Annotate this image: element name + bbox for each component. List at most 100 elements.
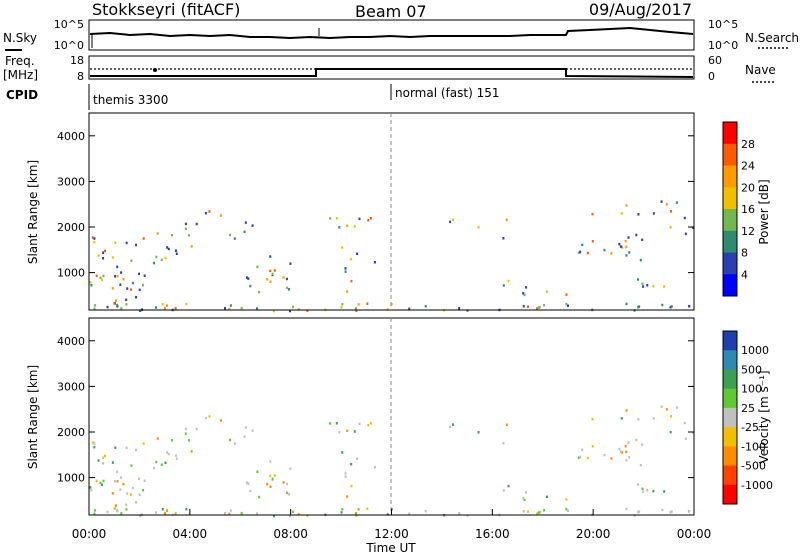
- power-cell: [154, 306, 157, 309]
- velocity-cell: [624, 444, 627, 448]
- velocity-cell: [233, 442, 236, 445]
- velocity-cell: [285, 482, 288, 486]
- power-cell: [507, 279, 510, 283]
- noise-left-tick-bottom: 10^0: [54, 39, 84, 52]
- velocity-cell: [116, 480, 119, 483]
- power-cell: [138, 272, 141, 276]
- freq-left-tick-top: 18: [70, 54, 84, 67]
- velocity-cell: [165, 509, 168, 512]
- power-colorbar-tick: 28: [741, 138, 755, 151]
- velocity-cell: [591, 445, 594, 448]
- velocity-cell: [139, 514, 142, 517]
- power-cell: [204, 211, 207, 215]
- power-cell: [163, 306, 166, 310]
- velocity-cell: [346, 429, 349, 433]
- freq-label-line2: [MHz]: [3, 68, 38, 82]
- power-cell: [581, 243, 584, 247]
- velocity-colorbar: 1000 500 100 25 -25 -100 -500 -1000: [722, 330, 773, 505]
- power-cell: [174, 307, 177, 310]
- power-cell: [164, 256, 167, 260]
- power-cell: [638, 305, 641, 308]
- velocity-cell: [507, 484, 510, 488]
- velocity-cell: [289, 514, 292, 518]
- velocity-cell: [660, 405, 663, 408]
- velocity-cell: [102, 479, 105, 483]
- velocity-cell: [692, 431, 695, 434]
- power-cell: [684, 232, 687, 236]
- velocity-cell: [338, 431, 341, 434]
- velocity-cell: [637, 418, 640, 421]
- power-cell: [125, 303, 128, 306]
- velocity-cell: [683, 421, 686, 425]
- power-cell: [97, 254, 100, 257]
- velocity-cell: [565, 507, 568, 511]
- velocity-cell: [163, 511, 166, 515]
- freq-trace: [90, 68, 694, 78]
- velocity-cell: [449, 425, 452, 429]
- velocity-cell: [115, 504, 118, 507]
- velocity-cell: [185, 507, 188, 511]
- velocity-cell: [135, 501, 138, 504]
- power-cell: [269, 280, 272, 284]
- power-cell: [346, 290, 349, 293]
- power-cell: [579, 250, 582, 254]
- power-cell: [335, 217, 338, 220]
- power-colorbar-tick: 12: [741, 225, 755, 238]
- power-cell: [161, 303, 164, 306]
- power-cell: [340, 306, 343, 309]
- velocity-cell: [358, 422, 361, 426]
- power-cell: [99, 276, 102, 280]
- power-cell: [452, 218, 455, 221]
- power-cell: [625, 204, 628, 207]
- power-ytick-label: 4000: [57, 130, 85, 143]
- velocity-cell: [126, 492, 129, 495]
- power-cell: [620, 212, 623, 215]
- power-cell: [477, 226, 480, 229]
- power-colorbar-tick: 4: [741, 268, 748, 281]
- date-title: 09/Aug/2017: [589, 0, 692, 19]
- velocity-cell: [228, 512, 231, 516]
- power-cell: [627, 236, 630, 239]
- velocity-cell: [581, 448, 584, 452]
- velocity-cell: [100, 483, 103, 487]
- velocity-cell: [353, 430, 356, 433]
- velocity-cell: [625, 409, 628, 412]
- power-cell: [240, 306, 243, 310]
- power-cell: [165, 304, 168, 307]
- power-cell: [94, 304, 97, 307]
- velocity-xtick-label: 00:00: [677, 527, 712, 541]
- power-cell: [190, 245, 193, 248]
- power-cell: [142, 237, 145, 240]
- velocity-xtick-label: 04:00: [173, 527, 208, 541]
- velocity-cell: [452, 423, 455, 426]
- velocity-cell: [256, 470, 259, 474]
- velocity-cell: [366, 507, 369, 511]
- power-colorbar-swatch: [723, 143, 737, 166]
- power-cell: [523, 293, 526, 297]
- power-colorbar-swatch: [723, 209, 737, 232]
- power-cell: [228, 307, 231, 311]
- power-cell: [233, 237, 236, 240]
- velocity-colorbar-swatch: [723, 484, 737, 505]
- power-cell: [466, 309, 469, 312]
- velocity-cell: [111, 492, 114, 495]
- power-cell: [102, 251, 105, 254]
- power-cell: [143, 274, 146, 278]
- velocity-ytick-label: 3000: [57, 380, 85, 393]
- velocity-panel: 4000 3000 2000 1000 Slant Range [km] 1000 50…: [26, 317, 773, 554]
- power-cell: [646, 284, 649, 287]
- velocity-colorbar-tick: -1000: [741, 479, 773, 492]
- power-cell: [586, 251, 589, 255]
- power-cell: [458, 307, 461, 310]
- velocity-cell: [665, 408, 668, 411]
- power-cell: [249, 284, 252, 288]
- power-colorbar-swatch: [723, 274, 737, 297]
- velocity-cell: [354, 512, 357, 515]
- velocity-cell: [184, 427, 187, 431]
- power-cell: [565, 293, 568, 296]
- power-ytick-label: 1000: [57, 267, 85, 280]
- velocity-cell: [610, 457, 613, 460]
- velocity-cell: [272, 514, 275, 518]
- power-cell: [122, 277, 125, 281]
- velocity-cell: [355, 514, 358, 517]
